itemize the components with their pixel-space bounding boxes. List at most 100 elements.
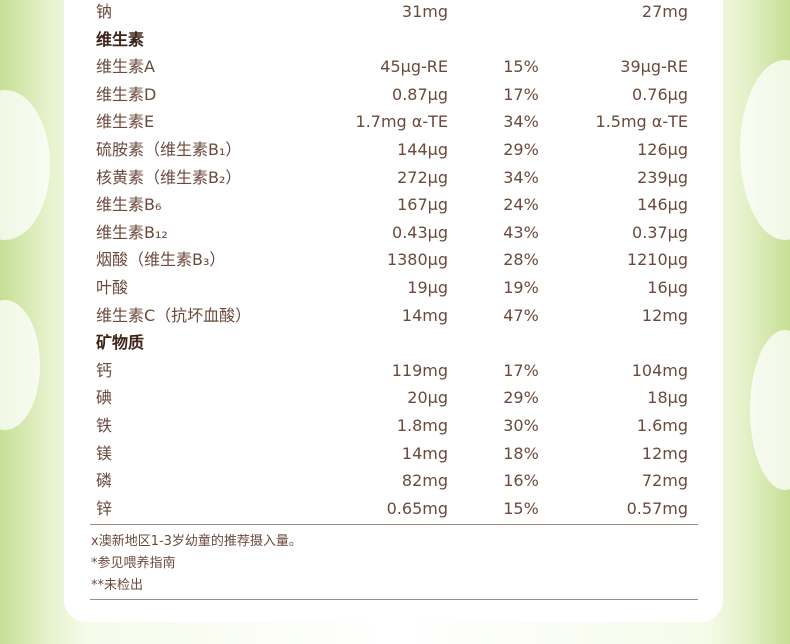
nutrition-table: 钠 31mg 27mg 维生素维生素A 45μg-RE 15% 39μg-RE 维生素D 0.8… <box>96 0 696 522</box>
nutrient-row: 核黄素（维生素B₂） 272μg 34% 239μg <box>96 164 696 192</box>
amount-per-serving: 167μg <box>397 195 448 215</box>
percent-rdi: 15% <box>503 498 539 518</box>
amount-per-serving: 0.87μg <box>392 84 448 104</box>
percent-rdi: 43% <box>503 222 539 242</box>
amount-per-serving: 119mg <box>391 360 448 380</box>
amount-per-100: 39μg-RE <box>620 57 688 77</box>
amount-per-serving: 0.65mg <box>386 498 448 518</box>
percent-rdi: 18% <box>503 443 539 463</box>
nutrient-name: 维生素B₆ <box>96 195 162 215</box>
nutrient-name: 硫胺素（维生素B₁） <box>96 139 242 159</box>
percent-rdi: 15% <box>503 57 539 77</box>
nutrient-row: 硫胺素（维生素B₁） 144μg 29% 126μg <box>96 136 696 164</box>
amount-per-100: 12mg <box>641 305 688 325</box>
amount-per-100: 239μg <box>637 167 688 187</box>
percent-rdi: 29% <box>503 388 539 408</box>
percent-rdi: 16% <box>503 471 539 491</box>
amount-per-serving: 14mg <box>401 443 448 463</box>
background-highlight <box>0 300 40 430</box>
nutrient-row: 维生素C（抗坏血酸） 14mg 47% 12mg <box>96 302 696 330</box>
amount-per-serving: 20μg <box>407 388 448 408</box>
amount-per-100: 1.6mg <box>636 415 688 435</box>
nutrient-row: 烟酸（维生素B₃） 1380μg 28% 1210μg <box>96 246 696 274</box>
amount-per-100: 104mg <box>631 360 688 380</box>
footnote: *参见喂养指南 <box>91 556 176 571</box>
footnote: **未检出 <box>91 578 144 593</box>
amount-per-serving: 31mg <box>401 2 448 21</box>
amount-per-100: 146μg <box>637 195 688 215</box>
amount-per-100: 12mg <box>641 443 688 463</box>
nutrient-name: 维生素B₁₂ <box>96 222 168 242</box>
nutrient-name: 矿物质 <box>96 333 145 353</box>
nutrient-row: 铁 1.8mg 30% 1.6mg <box>96 412 696 440</box>
amount-per-100: 27mg <box>641 2 688 21</box>
nutrient-name: 镁 <box>96 443 113 463</box>
percent-rdi: 34% <box>503 112 539 132</box>
amount-per-100: 126μg <box>637 139 688 159</box>
background-highlight <box>740 60 790 240</box>
nutrient-name: 维生素C（抗坏血酸） <box>96 305 252 325</box>
nutrient-name: 叶酸 <box>96 277 129 297</box>
amount-per-100: 1210μg <box>626 250 688 270</box>
nutrient-row: 叶酸 19μg 19% 16μg <box>96 274 696 302</box>
amount-per-serving: 45μg-RE <box>380 57 448 77</box>
table-bottom-divider <box>90 524 698 525</box>
nutrient-name: 磷 <box>96 471 113 491</box>
nutrient-row: 镁 14mg 18% 12mg <box>96 440 696 468</box>
nutrient-row: 维生素B₆ 167μg 24% 146μg <box>96 191 696 219</box>
nutrient-name: 烟酸（维生素B₃） <box>96 250 226 270</box>
background-highlight <box>0 90 50 240</box>
nutrient-row: 钙 119mg 17% 104mg <box>96 357 696 385</box>
nutrient-row: 维生素B₁₂ 0.43μg 43% 0.37μg <box>96 219 696 247</box>
amount-per-100: 0.37μg <box>632 222 688 242</box>
amount-per-100: 16μg <box>647 277 688 297</box>
nutrient-name: 核黄素（维生素B₂） <box>96 167 242 187</box>
percent-rdi: 24% <box>503 195 539 215</box>
percent-rdi: 30% <box>503 415 539 435</box>
nutrient-name: 维生素E <box>96 112 155 132</box>
section-heading-row: 维生素 <box>96 26 696 54</box>
footnote-divider <box>90 599 698 600</box>
nutrient-name: 维生素A <box>96 57 155 77</box>
percent-rdi: 29% <box>503 139 539 159</box>
amount-per-serving: 144μg <box>397 139 448 159</box>
amount-per-100: 0.57mg <box>626 498 688 518</box>
nutrient-name: 维生素 <box>96 29 145 49</box>
percent-rdi: 28% <box>503 250 539 270</box>
percent-rdi: 34% <box>503 167 539 187</box>
amount-per-serving: 19μg <box>407 277 448 297</box>
percent-rdi: 17% <box>503 360 539 380</box>
nutrient-name: 碘 <box>96 388 113 408</box>
section-heading-row: 矿物质 <box>96 329 696 357</box>
nutrient-name: 钠 <box>96 2 113 21</box>
amount-per-100: 0.76μg <box>632 84 688 104</box>
amount-per-100: 72mg <box>641 471 688 491</box>
amount-per-serving: 1.7mg α-TE <box>355 112 448 132</box>
nutrient-row: 锌 0.65mg 15% 0.57mg <box>96 495 696 523</box>
amount-per-100: 18μg <box>647 388 688 408</box>
percent-rdi: 19% <box>503 277 539 297</box>
amount-per-serving: 272μg <box>397 167 448 187</box>
amount-per-serving: 1.8mg <box>396 415 448 435</box>
footnotes: x澳新地区1-3岁幼童的推荐摄入量。 *参见喂养指南 **未检出 <box>91 531 302 597</box>
amount-per-serving: 14mg <box>401 305 448 325</box>
nutrient-row: 维生素D 0.87μg 17% 0.76μg <box>96 81 696 109</box>
amount-per-serving: 82mg <box>401 471 448 491</box>
nutrient-row: 维生素A 45μg-RE 15% 39μg-RE <box>96 53 696 81</box>
nutrient-row: 磷 82mg 16% 72mg <box>96 467 696 495</box>
nutrient-name: 铁 <box>96 415 113 435</box>
footnote: x澳新地区1-3岁幼童的推荐摄入量。 <box>91 534 302 549</box>
nutrient-row: 钠 31mg 27mg <box>96 0 696 26</box>
background-highlight <box>750 330 790 490</box>
percent-rdi: 47% <box>503 305 539 325</box>
nutrient-row: 维生素E 1.7mg α-TE 34% 1.5mg α-TE <box>96 108 696 136</box>
nutrient-row: 碘 20μg 29% 18μg <box>96 384 696 412</box>
nutrient-name: 钙 <box>96 360 113 380</box>
amount-per-serving: 0.43μg <box>392 222 448 242</box>
nutrient-name: 维生素D <box>96 84 157 104</box>
percent-rdi: 17% <box>503 84 539 104</box>
amount-per-100: 1.5mg α-TE <box>595 112 688 132</box>
nutrient-name: 锌 <box>96 498 113 518</box>
amount-per-serving: 1380μg <box>386 250 448 270</box>
nutrition-card: 钠 31mg 27mg 维生素维生素A 45μg-RE 15% 39μg-RE 维生素D 0.8… <box>64 0 723 622</box>
